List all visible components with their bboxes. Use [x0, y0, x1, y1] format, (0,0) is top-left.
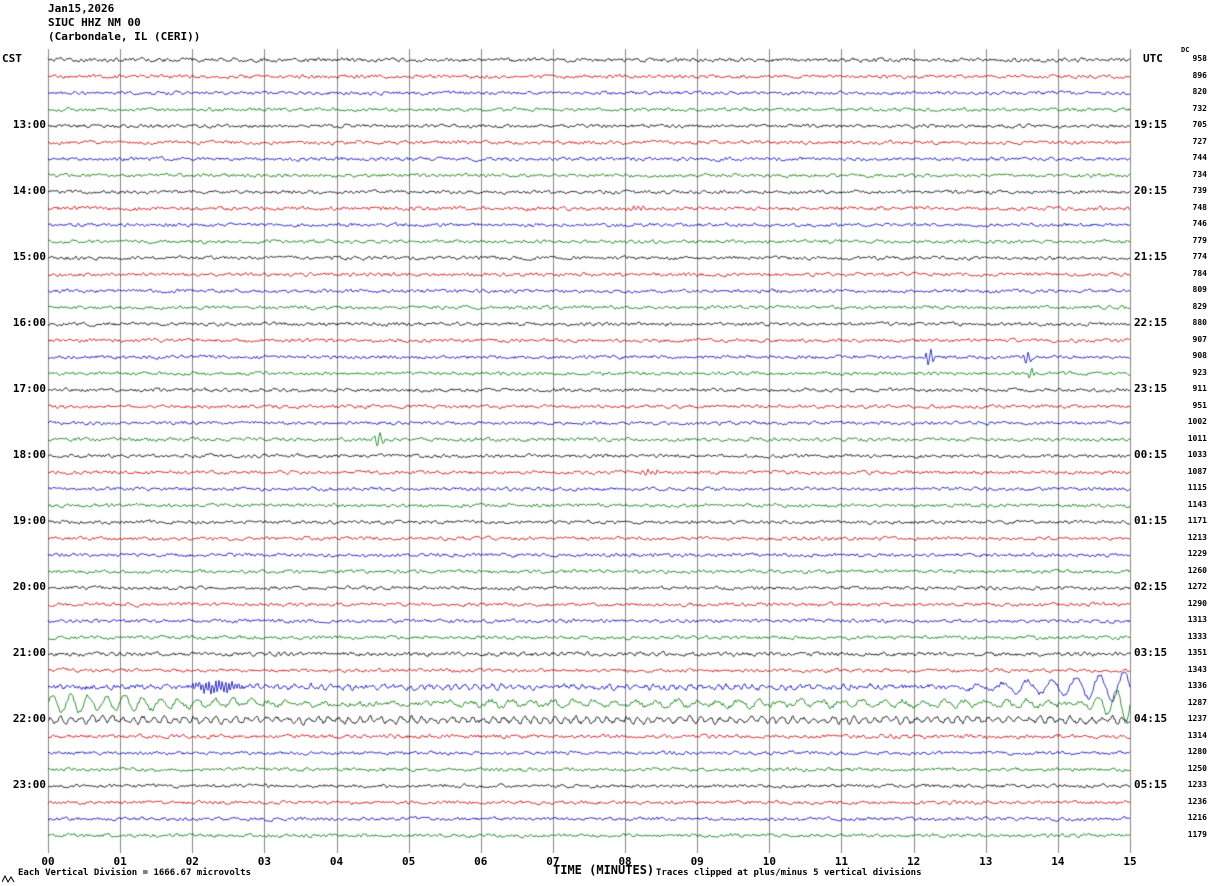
x-tick-label: 13: [979, 855, 993, 868]
cst-hour-label: 13:00: [12, 118, 46, 131]
cst-hour-label: 18:00: [12, 448, 46, 461]
logo-squiggle-icon: [2, 874, 15, 884]
utc-hour-label: 05:15: [1134, 778, 1168, 791]
cst-hour-label: 15:00: [12, 250, 46, 263]
x-tick-label: 12: [906, 855, 921, 868]
utc-hour-label: 01:15: [1134, 514, 1168, 527]
utc-hour-label: 21:15: [1134, 250, 1168, 263]
dc-value: 1250: [1187, 763, 1207, 773]
dc-value: 1314: [1187, 730, 1207, 740]
cst-hour-label: 14:00: [12, 184, 46, 197]
dc-value: 829: [1192, 301, 1207, 311]
dc-value: 1287: [1187, 697, 1207, 707]
dc-value: 784: [1192, 268, 1207, 278]
dc-value: 1115: [1187, 483, 1207, 492]
cst-hour-label: 23:00: [12, 778, 46, 791]
dc-value: 951: [1192, 400, 1207, 410]
dc-value: 1033: [1187, 450, 1207, 459]
dc-value: 744: [1192, 153, 1207, 162]
dc-value: 1343: [1187, 664, 1207, 674]
x-tick-label: 11: [834, 855, 849, 868]
dc-value: 779: [1192, 235, 1207, 245]
x-tick-label: 02: [185, 855, 199, 868]
dc-value: 923: [1192, 367, 1207, 377]
dc-value: 1011: [1187, 433, 1207, 443]
dc-value: 727: [1192, 136, 1207, 146]
title-location: (Carbondale, IL (CERI)): [48, 30, 201, 43]
cst-hour-label: 16:00: [12, 316, 46, 329]
dc-value: 1179: [1187, 829, 1207, 839]
x-tick-label: 08: [618, 855, 632, 868]
dc-value: 1213: [1187, 532, 1207, 542]
utc-hour-label: 20:15: [1134, 184, 1168, 197]
dc-value: 958: [1192, 54, 1207, 63]
dc-value: 1171: [1187, 516, 1207, 525]
dc-value: 739: [1192, 186, 1207, 195]
dc-value: 1216: [1187, 813, 1207, 822]
dc-value: 1229: [1187, 549, 1207, 558]
dc-value: 1143: [1187, 499, 1207, 509]
cst-hour-label: 22:00: [12, 712, 46, 725]
dc-value: 1290: [1187, 598, 1207, 608]
dc-value: 1272: [1187, 582, 1207, 591]
x-tick-label: 09: [690, 855, 704, 868]
x-tick-label: 01: [113, 855, 127, 868]
dc-value: 1333: [1187, 631, 1207, 641]
dc-value: 705: [1192, 120, 1207, 129]
x-tick-label: 10: [762, 855, 776, 868]
dc-value: 1260: [1187, 565, 1207, 575]
dc-value: 1233: [1187, 780, 1207, 789]
utc-hour-label: 23:15: [1134, 382, 1168, 395]
dc-value: 748: [1192, 202, 1207, 212]
x-tick-label: 05: [402, 855, 416, 868]
dc-value: 1313: [1187, 615, 1207, 624]
dc-value: 907: [1192, 334, 1207, 344]
x-tick-label: 07: [546, 855, 560, 868]
dc-value: 1087: [1187, 466, 1207, 476]
dc-value: 908: [1192, 351, 1207, 360]
dc-value: 809: [1192, 285, 1207, 294]
title-date: Jan15,2026: [48, 2, 115, 15]
dc-value: 896: [1192, 70, 1207, 80]
utc-hour-label: 00:15: [1134, 448, 1168, 461]
x-tick-label: 15: [1123, 855, 1137, 868]
dc-value: 734: [1192, 169, 1207, 179]
dc-value: 1002: [1187, 417, 1207, 426]
dc-value: 911: [1192, 384, 1207, 393]
dc-value: 746: [1192, 219, 1207, 228]
scale-note: Each Vertical Division = 1666.67 microvo…: [18, 868, 251, 878]
utc-hour-label: 04:15: [1134, 712, 1168, 725]
utc-hour-label: 22:15: [1134, 316, 1168, 329]
x-tick-label: 14: [1051, 855, 1065, 868]
dc-value: 1280: [1187, 747, 1207, 756]
dc-value: 732: [1192, 103, 1207, 113]
cst-hour-label: 19:00: [12, 514, 46, 527]
dc-value: 1236: [1187, 796, 1207, 806]
utc-hour-label: 02:15: [1134, 580, 1168, 593]
dc-value: 820: [1192, 87, 1207, 96]
cst-hour-label: 21:00: [12, 646, 46, 659]
x-axis-label: TIME (MINUTES): [553, 863, 655, 877]
x-tick-label: 04: [329, 855, 344, 868]
x-tick-label: 03: [257, 855, 272, 868]
dc-value: 1237: [1187, 714, 1207, 723]
utc-hour-label: 03:15: [1134, 646, 1168, 659]
clip-note: Traces clipped at plus/minus 5 vertical …: [656, 868, 922, 878]
dc-column-header: DC: [1181, 46, 1190, 54]
x-tick-label: 00: [41, 855, 55, 868]
left-timezone-header: CST: [2, 52, 22, 65]
cst-hour-label: 17:00: [12, 382, 46, 395]
title-station: SIUC HHZ NM 00: [48, 16, 141, 29]
dc-value: 1336: [1187, 681, 1207, 690]
dc-value: 1351: [1187, 648, 1207, 657]
dc-value: 774: [1192, 252, 1207, 261]
x-tick-label: 06: [474, 855, 488, 868]
dc-value: 880: [1192, 318, 1207, 327]
cst-hour-label: 20:00: [12, 580, 46, 593]
utc-hour-label: 19:15: [1134, 118, 1168, 131]
right-timezone-header: UTC: [1143, 52, 1163, 65]
